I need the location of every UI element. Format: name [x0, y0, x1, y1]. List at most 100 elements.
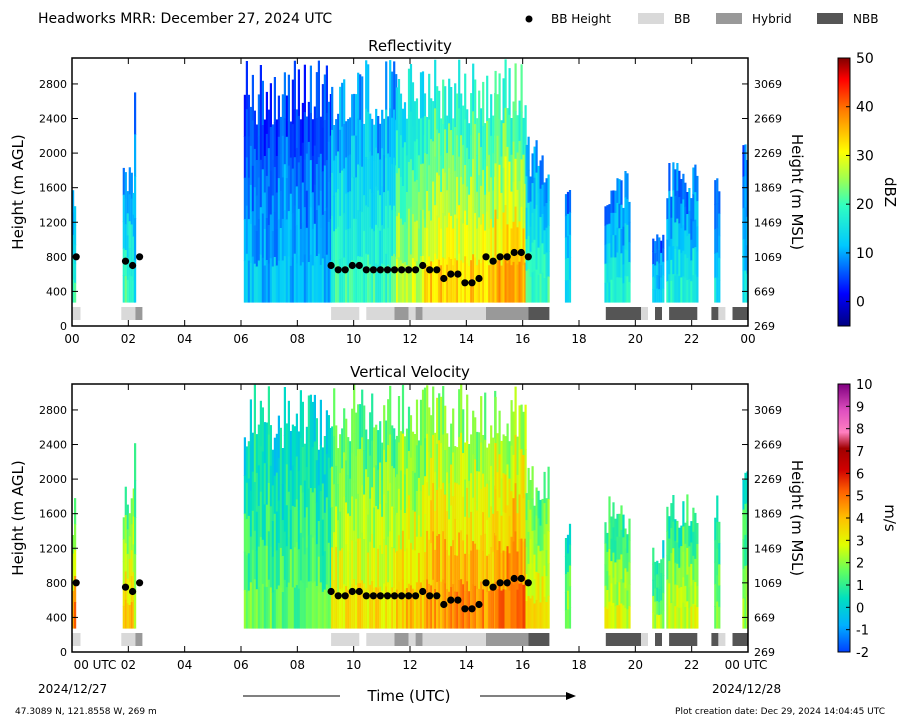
legend-nbb-swatch: [817, 13, 843, 24]
echo-cell-11: [658, 263, 661, 277]
echo-cell-11: [656, 574, 659, 589]
echo-cell-6: [482, 512, 485, 552]
echo-cell-7: [524, 105, 527, 146]
echo-cell-3: [295, 542, 298, 586]
echo-cell-7: [500, 515, 503, 554]
echo-cell-3: [259, 254, 262, 303]
echo-cell-6: [474, 257, 477, 303]
echo-cell-7: [506, 185, 509, 226]
echo-cell-6: [470, 93, 473, 136]
echo-cell-6: [468, 159, 471, 196]
echo-cell-4: [379, 159, 382, 196]
echo-cell-7: [506, 146, 509, 187]
echo-cell-7: [498, 410, 501, 455]
echo-cell-4: [359, 493, 362, 540]
echo-cell-6: [484, 266, 487, 303]
bb-height-point: [426, 266, 434, 274]
echo-cell-12: [678, 527, 681, 549]
bb-type-segment: [605, 307, 641, 320]
echo-cell-8: [537, 573, 540, 602]
echo-cell-4: [361, 256, 364, 303]
echo-cell-10: [606, 609, 609, 629]
echo-cell-6: [460, 135, 463, 178]
echo-cell-7: [498, 454, 501, 499]
echo-cell-6: [436, 443, 439, 491]
echo-cell-0: [74, 602, 77, 629]
echo-cell-3: [245, 482, 248, 520]
echo-cell-6: [438, 175, 441, 219]
echo-cell-10: [604, 244, 607, 265]
echo-cell-3: [261, 495, 264, 541]
echo-cell-3: [307, 581, 310, 629]
echo-cell-4: [345, 121, 348, 158]
echo-cell-0: [74, 282, 77, 303]
echo-cell-6: [448, 78, 451, 124]
echo-cell-4: [371, 192, 374, 230]
echo-cell-6: [458, 532, 461, 581]
echo-cell-6: [452, 452, 455, 497]
echo-cell-11: [662, 288, 665, 303]
echo-cell-12: [680, 228, 683, 254]
echo-cell-9: [564, 258, 568, 281]
echo-cell-4: [383, 118, 386, 156]
echo-cell-4: [391, 71, 394, 119]
echo-cell-7: [502, 167, 505, 214]
echo-cell-6: [458, 484, 461, 534]
echo-cell-6: [482, 435, 485, 475]
echo-cell-4: [331, 466, 334, 508]
bb-height-point: [121, 257, 130, 265]
echo-cell-12: [688, 188, 691, 212]
echo-cell-3: [303, 207, 306, 256]
echo-cell-7: [504, 253, 507, 303]
echo-cell-3: [289, 157, 292, 195]
echo-cell-1: [126, 257, 129, 281]
echo-cell-4: [337, 592, 340, 629]
echo-cell-3: [319, 399, 322, 446]
echo-cell-6: [450, 423, 453, 466]
echo-cell-6: [460, 218, 463, 261]
x-axis-label: Time (UTC): [367, 687, 451, 705]
bb-height-point: [355, 261, 363, 270]
echo-cell-4: [383, 192, 386, 230]
echo-cell-5: [401, 433, 405, 483]
echo-cell-5: [423, 387, 427, 437]
echo-cell-10: [622, 605, 625, 629]
y-tick-label: 2800: [39, 404, 67, 417]
echo-cell-8: [543, 206, 546, 231]
echo-cell-6: [428, 495, 431, 541]
echo-cell-3: [299, 192, 302, 230]
echo-cell-13: [716, 178, 719, 204]
echo-cell-4: [345, 460, 348, 503]
bb-height-point: [398, 592, 406, 600]
echo-cell-3: [257, 546, 260, 588]
colorbar-tick-label: 10: [856, 246, 874, 262]
echo-cell-14: [742, 207, 745, 240]
echo-cell-6: [424, 476, 427, 515]
echo-cell-7: [518, 583, 521, 629]
echo-cell-10: [620, 603, 623, 629]
echo-cell-7: [510, 582, 513, 629]
echo-cell-12: [680, 277, 683, 303]
echo-cell-4: [365, 548, 368, 589]
echo-cell-3: [277, 415, 280, 459]
echo-cell-4: [339, 434, 342, 474]
echo-cell-11: [654, 561, 657, 576]
echo-cell-7: [504, 551, 507, 591]
echo-cell-12: [686, 258, 689, 281]
echo-cell-7: [514, 579, 517, 629]
bb-type-segment: [408, 633, 416, 646]
y-tick-label-right: 3069: [754, 78, 782, 91]
station-location: 47.3089 N, 121.8558 W, 269 m: [15, 707, 157, 717]
echo-cell-12: [672, 190, 675, 219]
echo-cell-4: [339, 215, 342, 260]
bb-height-point: [510, 574, 518, 583]
echo-cell-6: [446, 227, 449, 266]
echo-cell-4: [359, 583, 362, 629]
echo-cell-4: [351, 540, 354, 585]
echo-cell-8: [531, 498, 534, 532]
echo-cell-11: [658, 250, 661, 264]
echo-cell-3: [323, 436, 326, 475]
echo-cell-8: [527, 202, 530, 237]
echo-cell-2: [134, 134, 137, 177]
echo-cell-6: [456, 260, 459, 303]
